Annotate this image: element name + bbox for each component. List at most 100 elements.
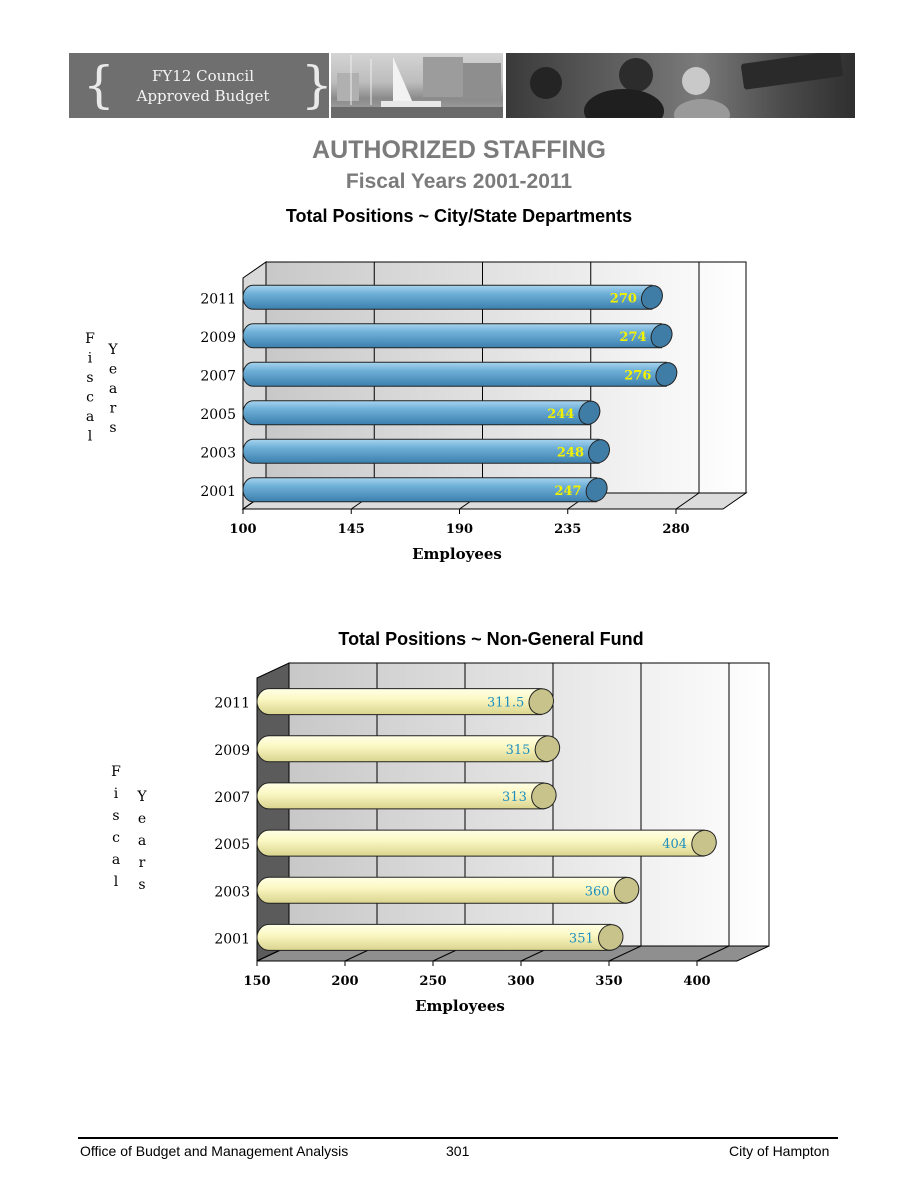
- floor-gridline: [675, 492, 700, 510]
- bar: [242, 400, 590, 426]
- bar: [242, 284, 653, 310]
- y-tick-label: 2007: [214, 790, 250, 806]
- bar-end-cap: [613, 876, 640, 904]
- bar: [242, 477, 598, 503]
- x-tick-label: 150: [243, 974, 270, 989]
- crowd-photo: [506, 53, 855, 118]
- bar: [256, 735, 548, 763]
- x-tick-label: 280: [662, 522, 689, 537]
- y-tick-label: 2005: [200, 407, 236, 423]
- data-label: 313: [502, 790, 527, 805]
- y-tick-label: 2003: [200, 445, 236, 461]
- bar: [256, 829, 705, 857]
- x-tick-label: 400: [683, 974, 710, 989]
- footer-rule: [78, 1137, 838, 1139]
- y-axis-title-letter: r: [110, 401, 117, 417]
- left-brace: {: [83, 56, 115, 114]
- bar: [242, 361, 667, 387]
- bar-end-cap: [585, 477, 608, 502]
- x-tick-label: 200: [331, 974, 358, 989]
- y-tick-label: 2003: [214, 884, 250, 900]
- header-banner: { FY12 Council Approved Budget }: [69, 53, 855, 118]
- y-axis-title-letter: c: [112, 830, 120, 846]
- bar-end-cap: [534, 735, 561, 763]
- data-label: 248: [557, 445, 584, 460]
- y-axis-title-letter: a: [138, 833, 146, 849]
- bar: [242, 323, 663, 349]
- floor-gridline: [608, 945, 642, 962]
- data-label: 311.5: [487, 696, 524, 711]
- page-title: AUTHORIZED STAFFING: [312, 136, 606, 164]
- y-tick-label: 2007: [200, 368, 236, 384]
- x-tick-label: 235: [554, 522, 581, 537]
- bar-end-cap: [528, 688, 554, 715]
- bar-end-cap: [578, 400, 601, 425]
- data-label: 404: [662, 837, 687, 852]
- footer-city: City of Hampton: [729, 1143, 830, 1159]
- data-label: 315: [506, 743, 531, 758]
- data-label: 270: [610, 291, 637, 306]
- data-label: 274: [619, 330, 646, 345]
- data-label: 247: [554, 484, 581, 499]
- y-axis-title-letter: Y: [107, 342, 118, 358]
- y-axis-title-letter: l: [114, 874, 119, 890]
- y-axis-title-letter: l: [88, 429, 93, 445]
- y-tick-label: 2001: [214, 931, 250, 947]
- y-axis-title-letter: e: [109, 362, 117, 378]
- x-tick-label: 190: [446, 522, 473, 537]
- y-axis-title-letter: c: [86, 390, 94, 406]
- chart2-title: Total Positions ~ Non-General Fund: [338, 629, 644, 649]
- bar-end-cap: [650, 323, 673, 348]
- x-axis-title: Employees: [415, 997, 505, 1015]
- y-axis-title-letter: s: [138, 877, 145, 893]
- y-axis-title-letter: F: [111, 764, 121, 780]
- y-axis-title-letter: s: [112, 808, 119, 824]
- data-label: 351: [569, 931, 594, 946]
- bar: [242, 438, 600, 464]
- page-subtitle: Fiscal Years 2001-2011: [345, 170, 573, 193]
- y-axis-title-letter: a: [109, 381, 117, 397]
- y-axis-title-letter: s: [109, 420, 116, 436]
- y-axis-title-letter: r: [139, 855, 146, 871]
- bar: [256, 923, 612, 951]
- y-tick-label: 2011: [214, 696, 250, 712]
- bar-end-cap: [640, 285, 663, 310]
- banner-title-line2: Approved Budget: [136, 87, 270, 105]
- bar-end-cap: [588, 439, 610, 464]
- y-tick-label: 2009: [214, 743, 250, 759]
- y-axis-title-letter: a: [112, 852, 120, 868]
- y-tick-label: 2001: [200, 484, 236, 500]
- data-label: 276: [624, 368, 651, 383]
- bar: [256, 782, 545, 810]
- banner-title: FY12 Council Approved Budget: [113, 66, 293, 106]
- y-tick-label: 2011: [200, 291, 236, 307]
- footer-office: Office of Budget and Management Analysis: [80, 1143, 349, 1159]
- y-tick-label: 2005: [214, 837, 250, 853]
- marina-photo: [331, 53, 503, 118]
- y-axis-title-letter: e: [138, 811, 146, 827]
- chart1-title: Total Positions ~ City/State Departments: [285, 206, 633, 226]
- bar-end-cap: [531, 782, 557, 810]
- floor-gridline: [696, 945, 730, 962]
- y-tick-label: 2009: [200, 330, 236, 346]
- x-tick-label: 145: [338, 522, 365, 537]
- bar-end-cap: [655, 362, 678, 387]
- footer-page-number: 301: [446, 1143, 470, 1159]
- bar: [256, 876, 628, 904]
- banner-title-line1: FY12 Council: [152, 67, 254, 85]
- right-brace: }: [301, 56, 333, 114]
- x-tick-label: 250: [419, 974, 446, 989]
- y-axis-title-letter: Y: [136, 789, 147, 805]
- y-axis-title-letter: F: [85, 331, 95, 347]
- x-tick-label: 300: [507, 974, 534, 989]
- x-tick-label: 350: [595, 974, 622, 989]
- y-axis-title-letter: i: [88, 351, 93, 367]
- y-axis-title-letter: a: [86, 409, 94, 425]
- banner-title-panel: { FY12 Council Approved Budget }: [69, 53, 333, 118]
- y-axis-title-letter: i: [114, 786, 119, 802]
- chart-non-general-fund: 150 200 250 300 350 400 311.5 2011 315 2009 313 200…: [111, 662, 770, 1015]
- data-label: 360: [585, 884, 610, 899]
- chart-city-state: 100 145 190 235 280 270 2011 274 2009 276 2007 244 2…: [85, 261, 748, 563]
- x-axis-title: Employees: [412, 545, 502, 563]
- data-label: 244: [547, 407, 574, 422]
